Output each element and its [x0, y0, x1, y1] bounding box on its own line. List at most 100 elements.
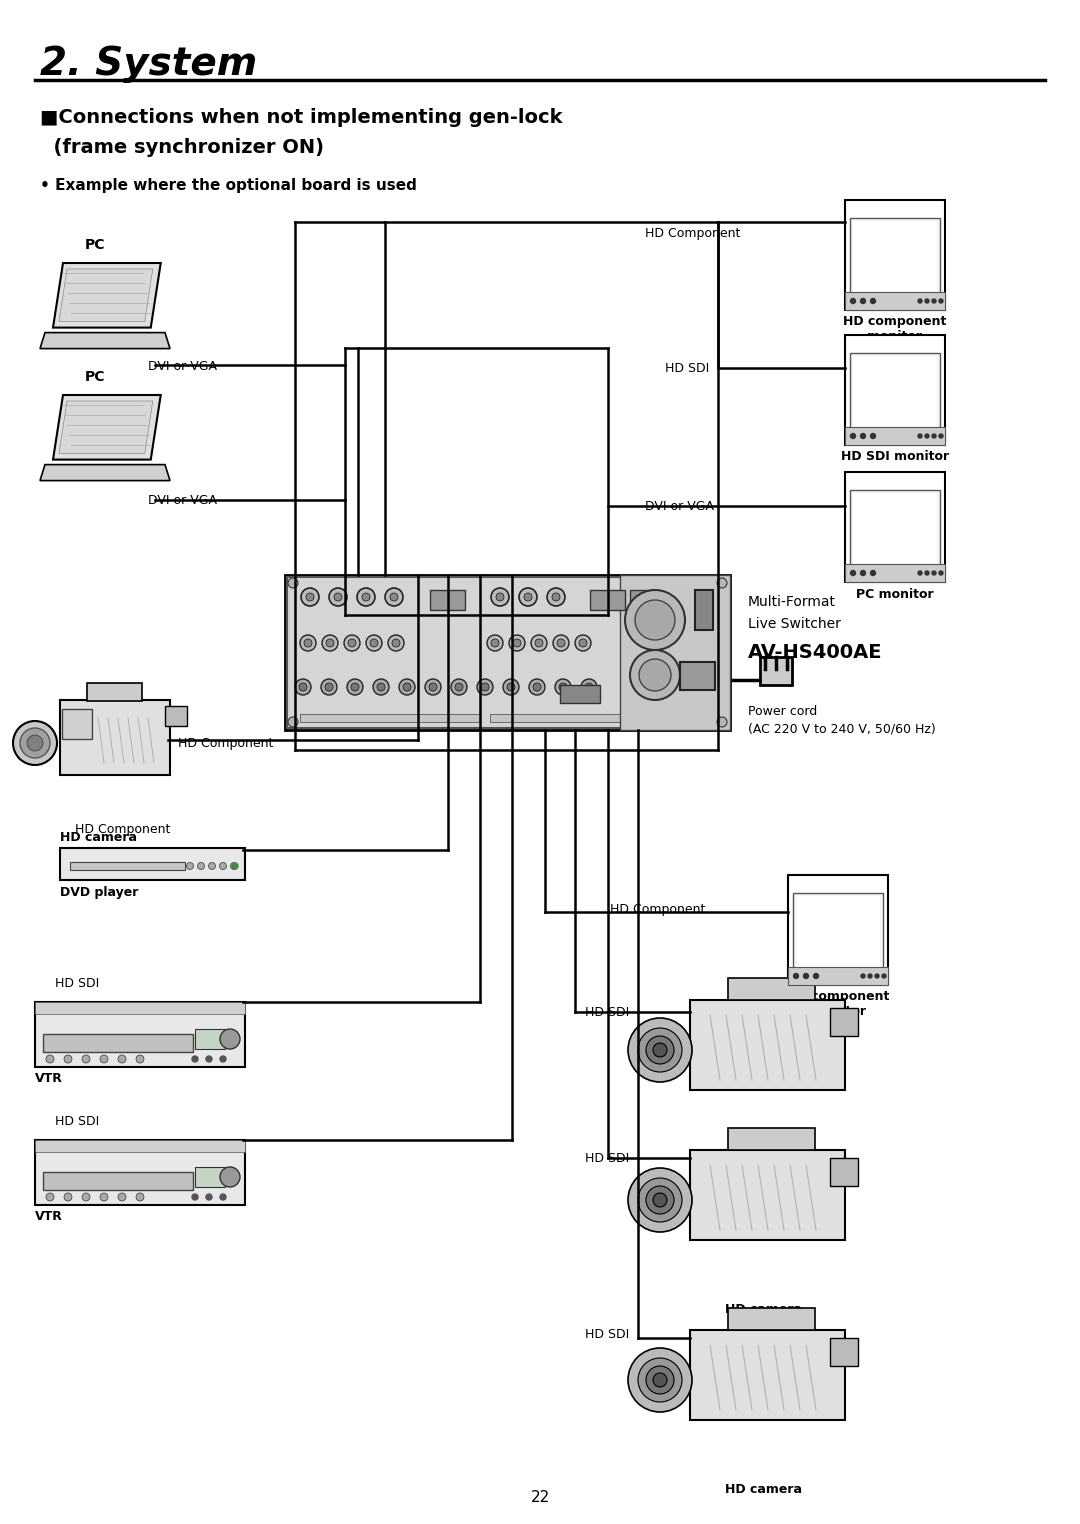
Text: Live Switcher: Live Switcher [748, 617, 841, 631]
Circle shape [64, 1193, 72, 1201]
Bar [35, 1001, 245, 1067]
Circle shape [627, 1349, 692, 1413]
Circle shape [357, 588, 375, 607]
Circle shape [329, 588, 347, 607]
Circle shape [813, 974, 819, 978]
Circle shape [487, 636, 503, 651]
Text: HD SDI monitor: HD SDI monitor [841, 450, 949, 463]
Text: HD SDI: HD SDI [585, 1006, 630, 1018]
Circle shape [118, 1193, 126, 1201]
Bar [35, 1140, 245, 1152]
Bar [845, 564, 945, 582]
Circle shape [519, 588, 537, 607]
Text: PC monitor: PC monitor [856, 588, 934, 600]
Circle shape [399, 680, 415, 695]
Bar [853, 357, 937, 437]
Circle shape [918, 572, 922, 575]
Bar [620, 575, 730, 730]
Circle shape [300, 636, 316, 651]
Polygon shape [53, 264, 161, 328]
Circle shape [932, 434, 936, 437]
Circle shape [939, 434, 943, 437]
Circle shape [366, 636, 382, 651]
Bar [43, 1033, 193, 1052]
Bar [35, 1001, 245, 1013]
Circle shape [861, 433, 865, 439]
Circle shape [373, 680, 389, 695]
Circle shape [918, 434, 922, 437]
Text: HD Component: HD Component [178, 736, 273, 750]
Text: 2. System: 2. System [40, 46, 257, 82]
Circle shape [559, 683, 567, 690]
Circle shape [208, 863, 216, 870]
Circle shape [451, 680, 467, 695]
Circle shape [46, 1193, 54, 1201]
Text: VTR: VTR [35, 1210, 63, 1222]
Circle shape [325, 683, 333, 690]
Circle shape [918, 299, 922, 303]
Circle shape [939, 299, 943, 303]
Circle shape [524, 593, 532, 600]
Circle shape [585, 683, 593, 690]
Circle shape [100, 1055, 108, 1064]
Polygon shape [40, 465, 170, 480]
Circle shape [870, 433, 876, 439]
Bar [788, 968, 888, 985]
Text: PC: PC [85, 238, 106, 251]
Bar [831, 1158, 858, 1186]
Circle shape [322, 636, 338, 651]
Circle shape [403, 683, 411, 690]
Bar [561, 684, 600, 703]
Circle shape [868, 974, 872, 978]
Circle shape [939, 572, 943, 575]
Circle shape [882, 974, 886, 978]
Polygon shape [53, 395, 161, 460]
Circle shape [351, 683, 359, 690]
Circle shape [534, 683, 541, 690]
Circle shape [630, 651, 680, 700]
Text: Power cord: Power cord [748, 706, 818, 718]
Circle shape [390, 593, 399, 600]
Circle shape [288, 716, 298, 727]
Circle shape [187, 863, 193, 870]
Circle shape [932, 299, 936, 303]
Text: DVI or VGA: DVI or VGA [148, 494, 217, 506]
Circle shape [206, 1056, 212, 1062]
Text: HD Component: HD Component [75, 823, 171, 837]
Circle shape [646, 1036, 674, 1064]
Circle shape [638, 1358, 681, 1402]
Bar [845, 200, 945, 309]
Circle shape [924, 299, 929, 303]
Circle shape [625, 590, 685, 651]
Circle shape [232, 863, 238, 869]
Circle shape [230, 863, 238, 870]
Text: HD camera: HD camera [725, 1303, 802, 1317]
Circle shape [646, 1366, 674, 1394]
Bar [696, 590, 713, 629]
Bar [680, 661, 715, 690]
Text: AV-HS400AE: AV-HS400AE [748, 643, 882, 661]
Bar [796, 896, 880, 977]
Bar [845, 293, 945, 309]
Bar [62, 709, 92, 739]
Text: 22: 22 [530, 1490, 550, 1506]
Circle shape [653, 1042, 667, 1058]
Circle shape [362, 593, 370, 600]
Circle shape [455, 683, 463, 690]
Circle shape [82, 1055, 90, 1064]
Text: HD SDI: HD SDI [55, 1116, 99, 1128]
Bar [195, 1029, 225, 1049]
Bar [60, 847, 245, 879]
Circle shape [219, 863, 227, 870]
Circle shape [575, 636, 591, 651]
Text: HD SDI: HD SDI [585, 1329, 630, 1341]
Circle shape [717, 578, 727, 588]
Bar [831, 1007, 858, 1036]
Text: Multi-Format: Multi-Format [748, 594, 836, 610]
Bar [690, 1151, 845, 1241]
Text: VTR: VTR [35, 1071, 63, 1085]
Text: DVD player: DVD player [60, 885, 138, 899]
Text: HD Component: HD Component [610, 904, 705, 916]
Circle shape [477, 680, 492, 695]
Circle shape [531, 636, 546, 651]
